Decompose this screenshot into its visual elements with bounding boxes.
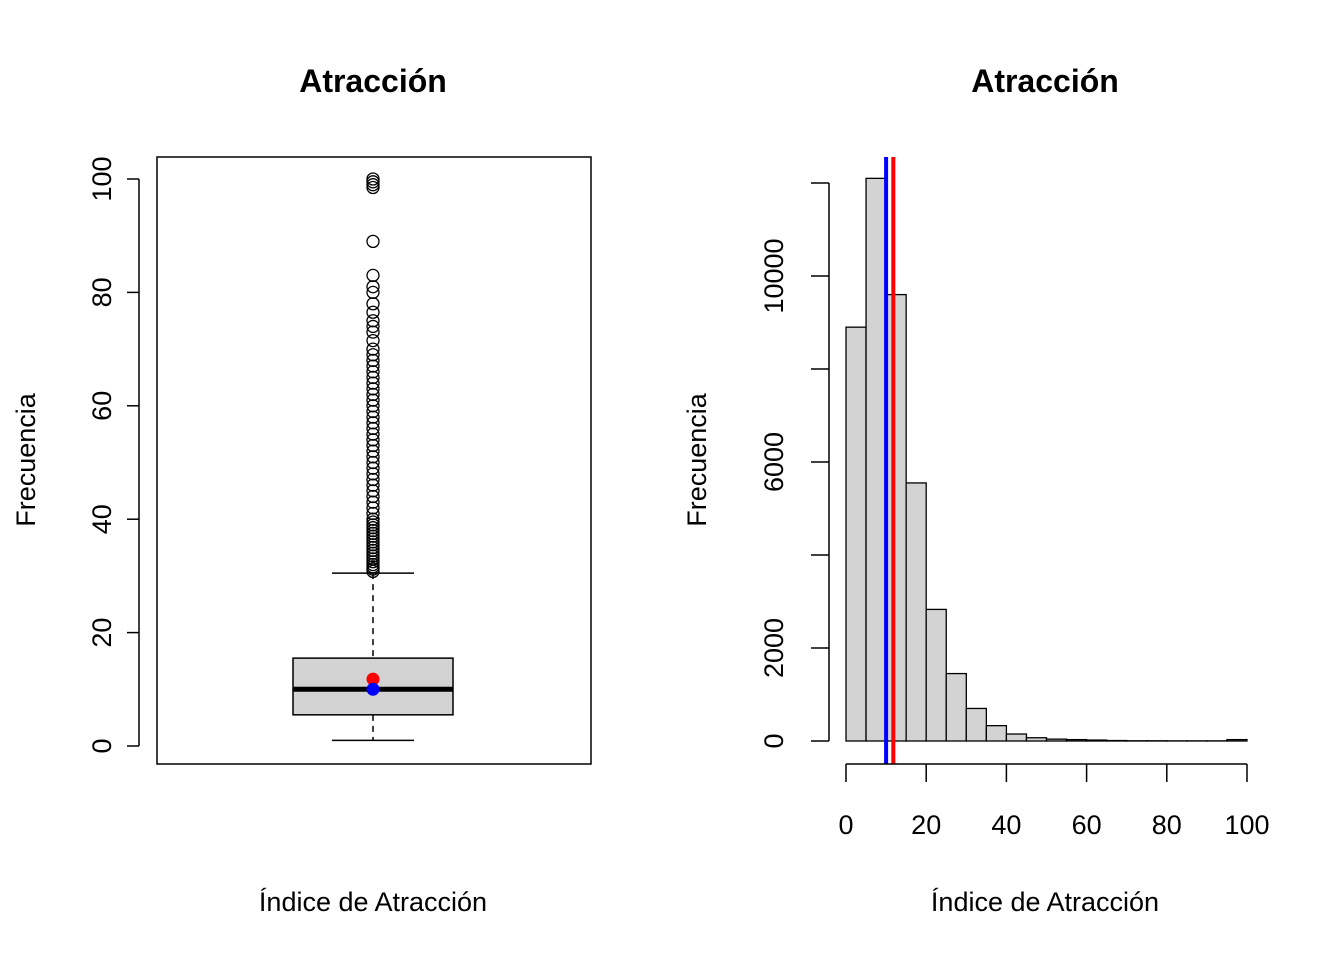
- outlier-point: [366, 376, 380, 390]
- median-point: [366, 682, 380, 696]
- outlier-point: [366, 495, 380, 509]
- histogram-x-axis: 0 20 40 60 80 100: [838, 763, 1270, 840]
- boxplot-outliers: [366, 172, 380, 579]
- outlier-point: [366, 268, 380, 283]
- outlier-point: [366, 506, 380, 521]
- boxplot-y-tick-label: 0: [87, 738, 117, 753]
- outlier-point: [366, 501, 380, 515]
- histogram-y-axis: 0 2000 6000 10000: [759, 182, 830, 749]
- outlier-point: [366, 455, 380, 470]
- outlier-point: [366, 285, 380, 300]
- outlier-point: [366, 472, 380, 487]
- histogram-bar: [845, 326, 867, 742]
- histogram-bar: [1025, 737, 1048, 742]
- outlier-point: [366, 467, 380, 481]
- histogram-x-tick-label: 60: [1072, 810, 1102, 840]
- outlier-point: [366, 393, 380, 407]
- outlier-point: [366, 387, 380, 402]
- histogram-bar: [1005, 733, 1028, 742]
- histogram-y-label: Frecuencia: [682, 392, 712, 527]
- histogram-x-tick-label: 80: [1152, 810, 1182, 840]
- boxplot-body: [292, 572, 454, 742]
- outlier-point: [366, 421, 380, 436]
- outlier-point: [366, 325, 380, 339]
- boxplot-y-label: Frecuencia: [11, 392, 41, 527]
- outlier-point: [366, 359, 380, 373]
- histogram-y-tick-label: 0: [759, 733, 789, 748]
- outlier-point: [366, 484, 380, 498]
- histogram-bar: [865, 177, 887, 742]
- outlier-point: [366, 314, 380, 328]
- histogram-y-tick-label: 10000: [759, 238, 789, 313]
- outlier-point: [366, 319, 380, 334]
- outlier-point: [366, 450, 380, 464]
- outlier-point: [366, 297, 380, 311]
- boxplot-y-tick-label: 40: [87, 504, 117, 534]
- histogram-bar: [1065, 738, 1088, 742]
- outlier-point: [366, 305, 380, 319]
- boxplot-y-tick-label: 20: [87, 618, 117, 648]
- outlier-point: [366, 382, 380, 396]
- outlier-point: [366, 365, 380, 379]
- histogram-y-tick-label: 2000: [759, 618, 789, 678]
- outlier-point: [366, 370, 380, 385]
- outlier-point: [366, 280, 380, 294]
- histogram-bar: [925, 608, 947, 742]
- histogram-title: Atracción: [971, 63, 1119, 99]
- histogram-bar: [945, 672, 967, 742]
- outlier-point: [366, 404, 380, 419]
- histogram-panel: Atracción 0 2000 6000 10000 0 20 40 60 80 100 Ín…: [682, 63, 1270, 917]
- histogram-bar: [905, 482, 927, 742]
- outlier-point: [366, 461, 380, 475]
- boxplot-y-tick-label: 60: [87, 391, 117, 421]
- histogram-x-tick-label: 0: [838, 810, 853, 840]
- boxplot-panel: Atracción 0 20 40 60 80 100 Índice de Atracci…: [11, 63, 592, 917]
- outlier-point: [366, 433, 380, 447]
- histogram-x-tick-label: 100: [1224, 810, 1269, 840]
- histogram-reference-lines: [884, 157, 896, 764]
- outlier-point: [366, 234, 380, 249]
- histogram-x-tick-label: 20: [911, 810, 941, 840]
- outlier-point: [366, 410, 380, 424]
- outlier-point: [366, 348, 380, 362]
- histogram-bar: [965, 707, 987, 742]
- histogram-bar: [885, 293, 907, 742]
- outlier-point: [366, 342, 380, 356]
- histogram-bar: [985, 725, 1008, 742]
- outlier-point: [366, 399, 380, 413]
- outlier-point: [366, 444, 380, 458]
- histogram-bar: [1085, 739, 1108, 742]
- histogram-bar: [1226, 738, 1248, 742]
- outlier-point: [366, 353, 380, 368]
- histogram-bar: [1045, 738, 1068, 742]
- boxplot-y-tick-label: 80: [87, 277, 117, 307]
- outlier-point: [366, 416, 380, 430]
- boxplot-y-tick-label: 100: [87, 156, 117, 201]
- boxplot-title: Atracción: [299, 63, 447, 99]
- histogram-y-tick-label: 6000: [759, 432, 789, 492]
- boxplot-y-axis: 0 20 40 60 80 100: [87, 156, 140, 754]
- outlier-point: [366, 512, 380, 526]
- histogram-x-tick-label: 40: [991, 810, 1021, 840]
- outlier-point: [366, 489, 380, 504]
- outlier-point: [366, 333, 380, 348]
- boxplot-x-label: Índice de Atracción: [259, 887, 487, 917]
- boxplot-frame: [156, 156, 592, 765]
- mean-point: [366, 672, 380, 686]
- outlier-point: [366, 478, 380, 492]
- outlier-point: [366, 438, 380, 453]
- outlier-point: [366, 172, 380, 186]
- outlier-point: [366, 427, 380, 441]
- histogram-x-label: Índice de Atracción: [931, 887, 1159, 917]
- histogram-bars: [845, 177, 1248, 742]
